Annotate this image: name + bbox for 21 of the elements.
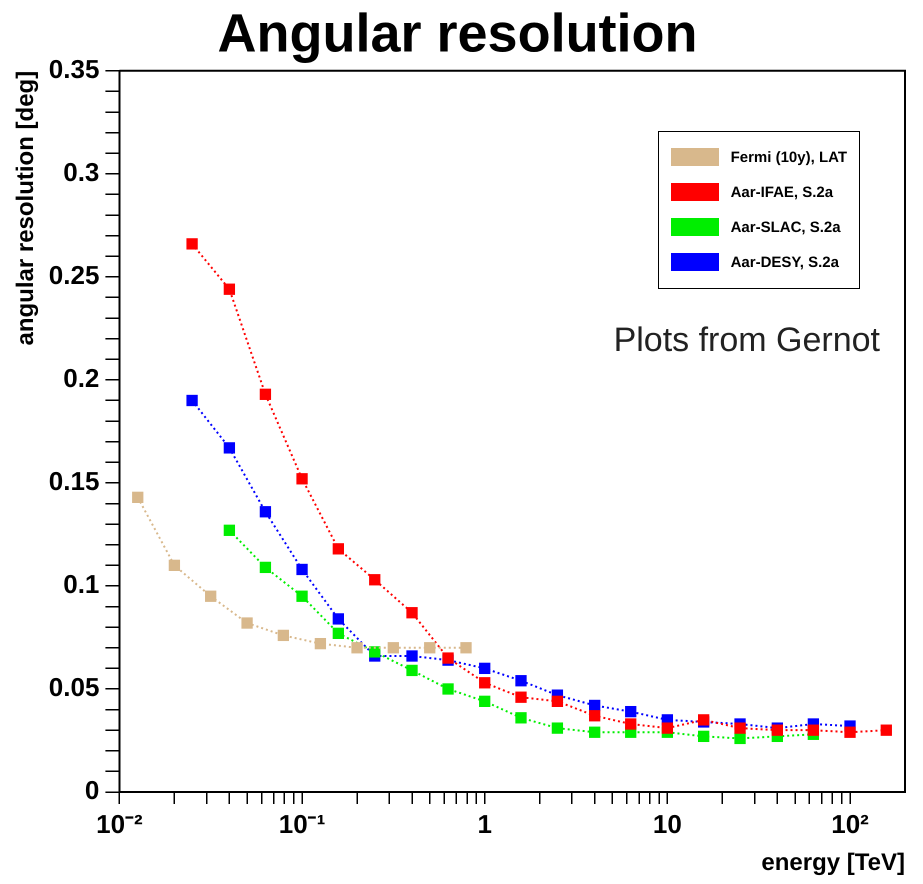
y-tick-label: 0.1: [63, 569, 100, 600]
y-tick-label: 0.05: [48, 672, 100, 702]
x-tick-label: 10⁻²: [96, 808, 144, 839]
x-axis-title: energy [TeV]: [761, 849, 905, 876]
x-tick-label: 10: [652, 808, 682, 839]
y-tick-label: 0.25: [48, 260, 100, 290]
y-tick-label: 0.3: [63, 157, 100, 187]
chart-title: Angular resolution: [217, 3, 698, 64]
annotation: Plots from Gernot: [614, 320, 880, 360]
y-axis-title: angular resolution [deg]: [12, 70, 40, 346]
x-tick-label: 1: [477, 808, 492, 839]
x-tick-label: 10⁻¹: [278, 808, 326, 839]
x-tick-label: 10²: [831, 808, 870, 839]
y-tick-label: 0.2: [63, 363, 100, 394]
legend-label: Aar-DESY, S.2a: [730, 254, 839, 271]
legend-label: Fermi (10y), LAT: [730, 148, 847, 166]
y-tick-label: 0.15: [48, 466, 100, 496]
y-tick-label: 0.35: [48, 54, 100, 84]
y-tick-label: 0: [84, 775, 100, 806]
legend-label: Aar-IFAE, S.2a: [730, 184, 834, 201]
legend-label: Aar-SLAC, S.2a: [730, 218, 841, 236]
